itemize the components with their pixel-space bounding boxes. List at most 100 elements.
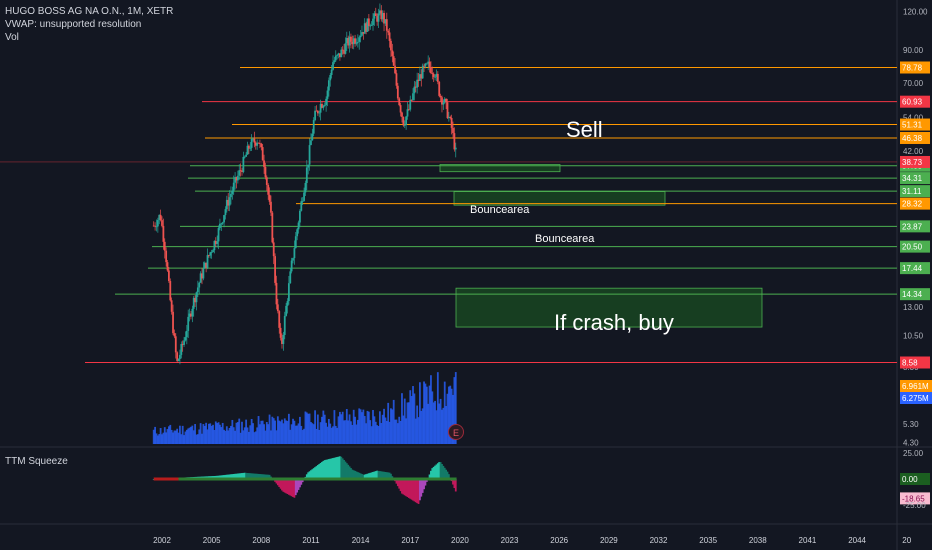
candle-body bbox=[341, 49, 344, 51]
volume-bar bbox=[384, 417, 387, 444]
candle-body bbox=[159, 214, 162, 221]
ttm-bar bbox=[247, 473, 250, 479]
ttm-bar bbox=[326, 459, 329, 479]
ttm-bar bbox=[421, 479, 424, 493]
candle-body bbox=[272, 242, 275, 257]
candle-body bbox=[217, 228, 220, 242]
volume-legend[interactable]: Vol bbox=[5, 32, 19, 43]
ttm-bar bbox=[332, 458, 334, 479]
volume-bar bbox=[347, 420, 350, 444]
time-tick-label: 2017 bbox=[401, 536, 419, 545]
volume-bar bbox=[192, 430, 195, 444]
ttm-bar bbox=[373, 471, 376, 479]
earnings-badge[interactable]: E bbox=[448, 424, 464, 440]
ttm-bar bbox=[442, 465, 445, 479]
ttm-bar bbox=[416, 479, 419, 504]
vwap-legend[interactable]: VWAP: unsupported resolution bbox=[5, 19, 142, 30]
volume-bar bbox=[339, 411, 341, 444]
ttm-bar bbox=[283, 479, 286, 493]
volume-bar bbox=[450, 388, 453, 444]
ttm-bar bbox=[431, 468, 434, 479]
candle-body bbox=[432, 73, 435, 77]
price-tick-label: 54.00 bbox=[903, 114, 924, 123]
ttm-bar bbox=[412, 479, 414, 501]
ttm-bar bbox=[341, 458, 344, 479]
ttm-bar bbox=[221, 475, 224, 479]
ttm-squeeze-legend[interactable]: TTM Squeeze bbox=[5, 456, 68, 467]
level-price-tag-bg bbox=[900, 240, 930, 253]
ttm-bar bbox=[344, 461, 347, 479]
ttm-bar bbox=[301, 479, 304, 483]
ttm-bar bbox=[340, 456, 343, 479]
ttm-bar bbox=[361, 473, 363, 479]
volume-bar bbox=[270, 430, 272, 444]
level-price-tag-bg bbox=[900, 220, 930, 233]
candle-body bbox=[188, 313, 191, 317]
candle-body bbox=[283, 315, 286, 335]
candle-body bbox=[176, 352, 179, 362]
ttm-bar bbox=[322, 460, 325, 479]
candle-body bbox=[225, 199, 228, 210]
candle-body bbox=[289, 271, 292, 284]
candle-body bbox=[334, 55, 337, 61]
candle-body bbox=[216, 241, 219, 244]
candle-body bbox=[190, 313, 192, 317]
ttm-bar bbox=[428, 474, 431, 479]
ttm-bar bbox=[372, 471, 374, 479]
ttm-bar bbox=[257, 473, 260, 479]
volume-bar bbox=[228, 427, 231, 444]
candle-body bbox=[339, 53, 341, 58]
volume-bar bbox=[271, 416, 274, 444]
volume-bar bbox=[241, 421, 243, 444]
candle-body bbox=[447, 116, 450, 119]
volume-bar bbox=[299, 416, 301, 444]
volume-bar bbox=[390, 408, 392, 444]
ttm-bar bbox=[438, 462, 441, 479]
candle-body bbox=[256, 142, 259, 146]
candle-body bbox=[249, 147, 252, 149]
candle-body bbox=[318, 112, 321, 114]
ttm-bar bbox=[336, 457, 339, 479]
candle-body bbox=[243, 156, 246, 158]
ttm-bar bbox=[432, 466, 435, 479]
volume-bar bbox=[365, 423, 368, 444]
candle-body bbox=[351, 41, 354, 45]
candle-body bbox=[177, 358, 180, 362]
ttm-bar bbox=[316, 465, 319, 479]
volume-bar bbox=[385, 420, 388, 444]
candle-body bbox=[163, 241, 166, 251]
candle-body bbox=[391, 50, 394, 57]
volume-bar bbox=[253, 432, 256, 444]
candle-body bbox=[195, 292, 198, 303]
candle-body bbox=[347, 38, 350, 46]
candle-body bbox=[267, 184, 270, 195]
volume-bar bbox=[425, 386, 428, 444]
volume-bar bbox=[202, 424, 205, 444]
ttm-bar bbox=[310, 470, 312, 479]
volume-bar bbox=[220, 427, 223, 444]
ttm-bar bbox=[452, 479, 454, 485]
candle-body bbox=[297, 222, 300, 230]
volume-bar bbox=[334, 425, 337, 444]
ttm-bar bbox=[395, 479, 398, 484]
volume-bar bbox=[194, 424, 196, 444]
volume-bar bbox=[449, 385, 452, 444]
ttm-bar bbox=[275, 479, 278, 484]
ttm-bar bbox=[350, 468, 352, 479]
time-tick-label: 2002 bbox=[153, 536, 171, 545]
symbol-legend[interactable]: HUGO BOSS AG NA O.N., 1M, XETR bbox=[5, 6, 174, 17]
candle-body bbox=[201, 273, 203, 279]
volume-bar bbox=[179, 425, 181, 444]
candle-body bbox=[446, 102, 449, 119]
ttm-bar bbox=[308, 471, 311, 479]
volume-bar bbox=[231, 419, 234, 444]
ttm-bar bbox=[278, 479, 281, 487]
volume-tag bbox=[900, 380, 932, 392]
candle-body bbox=[323, 105, 326, 106]
ttm-bar bbox=[439, 462, 442, 479]
volume-bar bbox=[184, 431, 187, 444]
volume-bar bbox=[420, 410, 423, 444]
volume-bar bbox=[261, 420, 264, 444]
ttm-bar bbox=[363, 474, 366, 479]
